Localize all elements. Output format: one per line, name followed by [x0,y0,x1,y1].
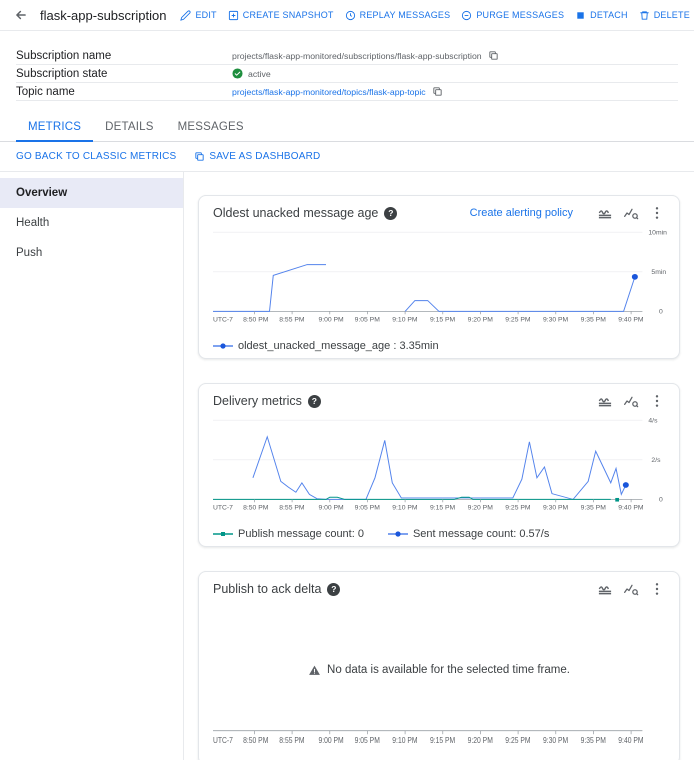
svg-text:9:30 PM: 9:30 PM [543,505,568,512]
svg-text:8:55 PM: 8:55 PM [279,735,304,745]
svg-text:0: 0 [659,497,663,504]
svg-text:9:05 PM: 9:05 PM [355,317,380,324]
svg-text:9:20 PM: 9:20 PM [468,735,493,745]
svg-text:9:35 PM: 9:35 PM [581,317,606,324]
svg-text:UTC-7: UTC-7 [213,317,233,324]
svg-text:UTC-7: UTC-7 [213,735,233,745]
svg-text:9:10 PM: 9:10 PM [392,317,417,324]
svg-text:UTC-7: UTC-7 [213,505,233,512]
svg-text:9:40 PM: 9:40 PM [618,735,643,745]
svg-text:4/s: 4/s [648,417,658,424]
svg-text:9:10 PM: 9:10 PM [392,505,417,512]
svg-text:8:50 PM: 8:50 PM [243,505,268,512]
svg-text:9:00 PM: 9:00 PM [318,505,343,512]
svg-text:9:25 PM: 9:25 PM [505,735,530,745]
svg-text:5min: 5min [651,269,666,276]
svg-text:9:20 PM: 9:20 PM [468,505,493,512]
svg-text:9:00 PM: 9:00 PM [318,317,343,324]
svg-text:8:50 PM: 8:50 PM [243,317,268,324]
svg-text:9:05 PM: 9:05 PM [355,735,380,745]
svg-text:8:50 PM: 8:50 PM [243,735,268,745]
svg-text:10min: 10min [648,229,667,236]
svg-text:9:35 PM: 9:35 PM [581,735,606,745]
svg-text:9:10 PM: 9:10 PM [392,735,417,745]
svg-text:9:15 PM: 9:15 PM [430,317,455,324]
svg-text:8:55 PM: 8:55 PM [279,317,304,324]
svg-text:9:40 PM: 9:40 PM [618,317,643,324]
svg-text:9:30 PM: 9:30 PM [543,735,568,745]
svg-text:9:40 PM: 9:40 PM [618,505,643,512]
svg-text:9:15 PM: 9:15 PM [430,505,455,512]
svg-text:2/s: 2/s [651,457,661,464]
svg-text:9:25 PM: 9:25 PM [505,317,530,324]
svg-text:9:35 PM: 9:35 PM [581,505,606,512]
svg-text:9:00 PM: 9:00 PM [318,735,343,745]
svg-text:0: 0 [659,309,663,316]
svg-text:9:25 PM: 9:25 PM [505,505,530,512]
svg-text:8:55 PM: 8:55 PM [279,505,304,512]
svg-text:9:15 PM: 9:15 PM [430,735,455,745]
svg-text:9:20 PM: 9:20 PM [468,317,493,324]
svg-text:9:05 PM: 9:05 PM [355,505,380,512]
svg-text:9:30 PM: 9:30 PM [543,317,568,324]
